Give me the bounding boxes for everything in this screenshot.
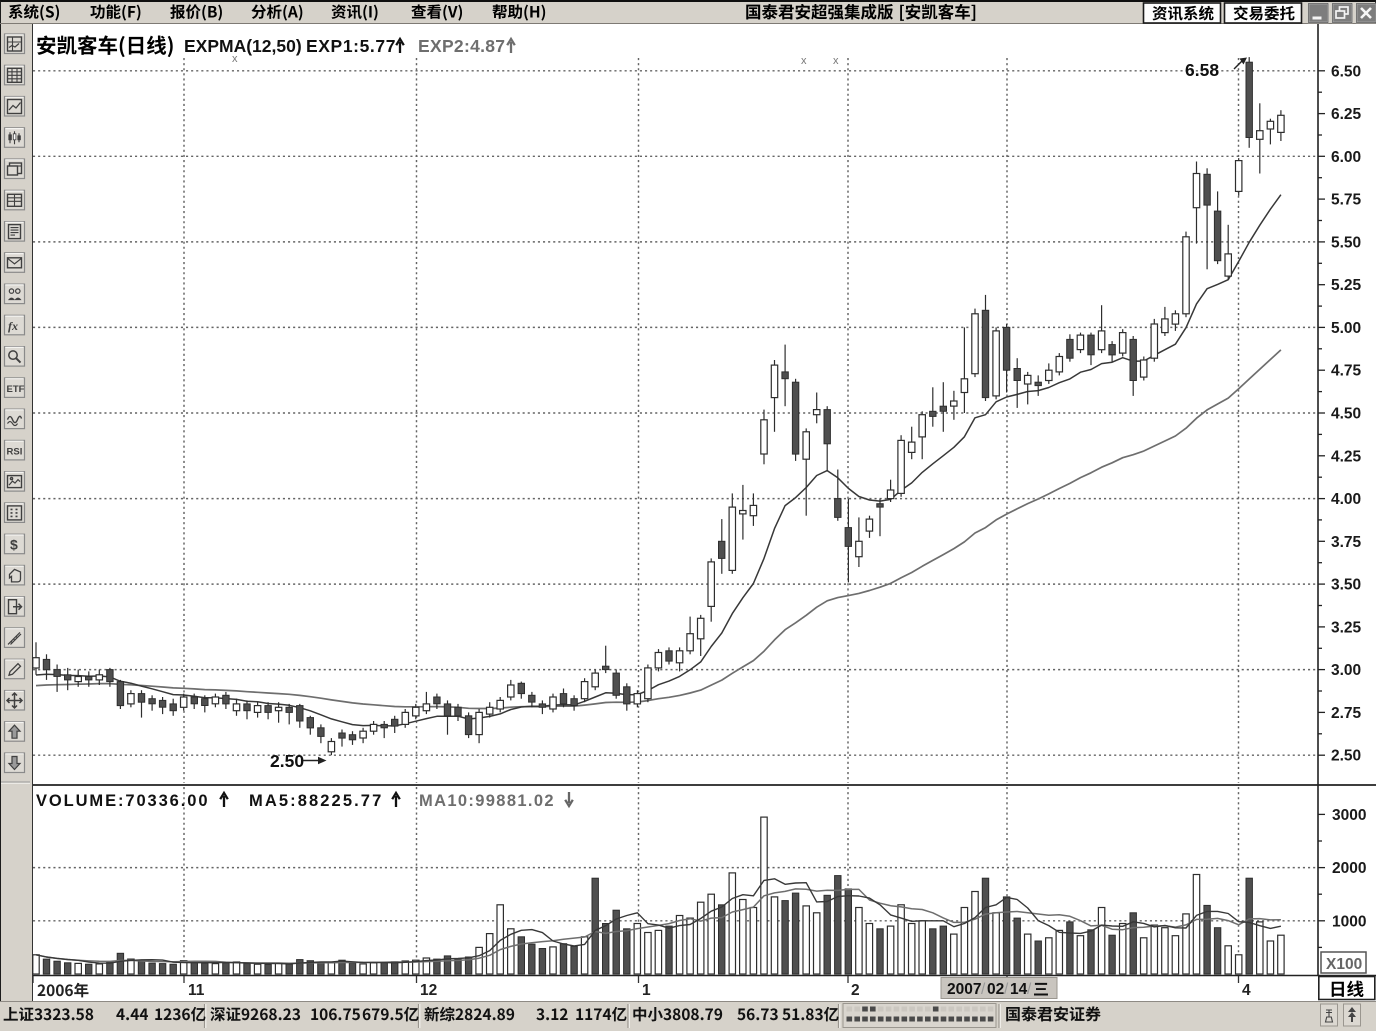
svg-text:12: 12 — [420, 982, 437, 999]
svg-text:2.50: 2.50 — [270, 751, 304, 771]
svg-text:RSI: RSI — [7, 446, 23, 457]
svg-text:EXP2:4.87: EXP2:4.87 — [418, 36, 505, 56]
svg-text:ETF: ETF — [7, 384, 25, 395]
svg-text:5.50: 5.50 — [1331, 234, 1361, 251]
svg-text:$: $ — [10, 537, 18, 553]
svg-text:/: / — [981, 981, 986, 998]
svg-text:4.25: 4.25 — [1331, 448, 1362, 465]
svg-text:x: x — [801, 55, 807, 67]
svg-text:3000: 3000 — [1332, 807, 1366, 824]
svg-text:VOLUME:70336.00: VOLUME:70336.00 — [36, 792, 209, 810]
svg-text:6.00: 6.00 — [1331, 149, 1361, 166]
svg-text:4.75: 4.75 — [1331, 363, 1362, 380]
svg-text:02: 02 — [987, 981, 1004, 998]
svg-text:MA5:88225.77: MA5:88225.77 — [249, 792, 383, 810]
svg-text:6.50: 6.50 — [1331, 63, 1361, 80]
svg-text:x: x — [232, 53, 238, 65]
svg-text:2.75: 2.75 — [1331, 705, 1362, 722]
svg-text:2.50: 2.50 — [1331, 748, 1361, 765]
svg-text:MA10:99881.02: MA10:99881.02 — [419, 792, 555, 810]
svg-text:/: / — [1027, 981, 1032, 998]
svg-text:3.50: 3.50 — [1331, 577, 1361, 594]
svg-text:3.75: 3.75 — [1331, 534, 1362, 551]
svg-text:EXP1:5.77: EXP1:5.77 — [306, 36, 396, 56]
svg-text:4.00: 4.00 — [1331, 491, 1361, 508]
svg-text:6.58: 6.58 — [1185, 60, 1219, 80]
svg-text:EXPMA(12,50): EXPMA(12,50) — [184, 36, 302, 56]
svg-text:2007: 2007 — [947, 981, 981, 998]
svg-text:5.75: 5.75 — [1331, 192, 1362, 209]
svg-text:14: 14 — [1010, 981, 1028, 998]
svg-text:5.25: 5.25 — [1331, 277, 1362, 294]
svg-text:1: 1 — [642, 982, 651, 999]
svg-text:5.00: 5.00 — [1331, 320, 1361, 337]
svg-text:X100: X100 — [1326, 956, 1362, 973]
svg-text:4: 4 — [1242, 982, 1251, 999]
svg-text:2: 2 — [851, 982, 860, 999]
svg-text:1000: 1000 — [1332, 913, 1366, 930]
svg-text:3.00: 3.00 — [1331, 662, 1361, 679]
svg-text:4.50: 4.50 — [1331, 406, 1361, 423]
svg-text:3.25: 3.25 — [1331, 619, 1362, 636]
svg-text:fx: fx — [8, 319, 18, 333]
svg-text:/: / — [1004, 981, 1009, 998]
svg-text:6.25: 6.25 — [1331, 106, 1362, 123]
svg-text:11: 11 — [188, 982, 205, 999]
svg-text:x: x — [833, 55, 839, 67]
svg-text:2000: 2000 — [1332, 860, 1366, 877]
